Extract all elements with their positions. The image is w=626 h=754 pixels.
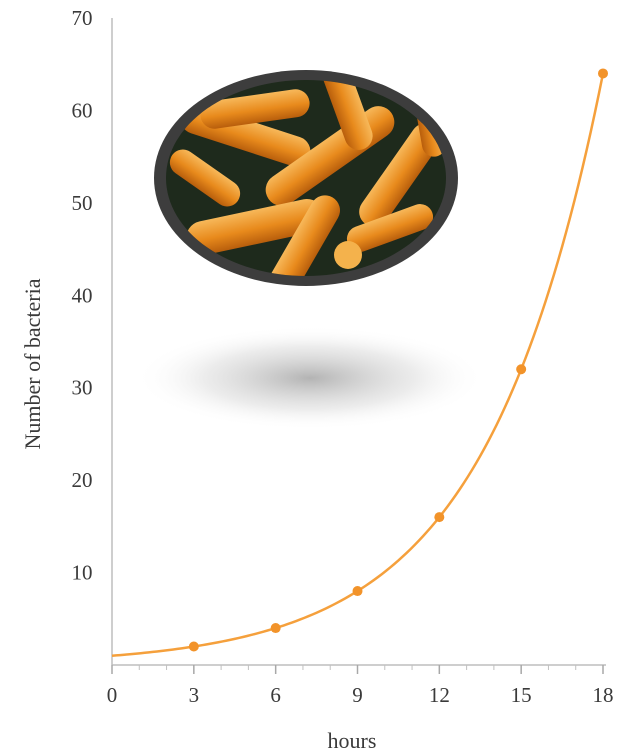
x-tick-label: 12 bbox=[429, 683, 450, 707]
x-tick-label: 18 bbox=[593, 683, 614, 707]
y-tick-label: 70 bbox=[72, 6, 93, 30]
y-tick-label: 40 bbox=[72, 283, 93, 307]
micrograph-shadow bbox=[135, 326, 485, 430]
x-tick-label: 15 bbox=[511, 683, 532, 707]
data-point bbox=[188, 641, 199, 652]
y-tick-label: 30 bbox=[72, 376, 93, 400]
x-axis-title: hours bbox=[328, 728, 377, 753]
bacteria-rods bbox=[169, 80, 446, 276]
data-point bbox=[352, 586, 363, 597]
y-tick-label: 50 bbox=[72, 191, 93, 215]
y-tick-label: 20 bbox=[72, 468, 93, 492]
x-tick-label: 0 bbox=[107, 683, 118, 707]
x-tick-label: 6 bbox=[270, 683, 281, 707]
data-point bbox=[434, 512, 445, 523]
y-axis-title: Number of bacteria bbox=[20, 278, 45, 449]
data-point bbox=[270, 623, 281, 634]
bacteria-micrograph bbox=[135, 70, 485, 430]
x-tick-label: 3 bbox=[189, 683, 200, 707]
data-point bbox=[516, 364, 527, 375]
y-tick-label: 60 bbox=[72, 98, 93, 122]
data-point bbox=[598, 68, 608, 79]
x-tick-label: 9 bbox=[352, 683, 363, 707]
y-tick-label: 10 bbox=[72, 561, 93, 585]
